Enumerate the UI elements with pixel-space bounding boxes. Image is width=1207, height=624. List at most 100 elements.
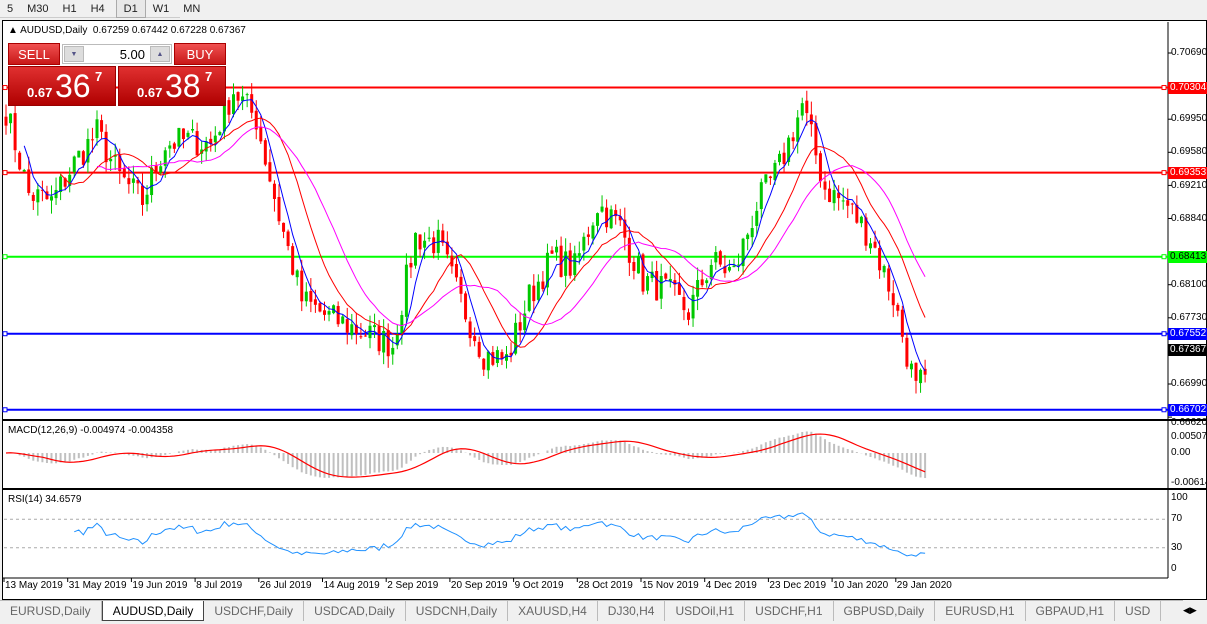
candle-body: [90, 139, 94, 141]
candle-body: [77, 150, 81, 158]
candle-body: [778, 153, 781, 163]
candle-body: [113, 154, 117, 157]
candle-body: [473, 336, 477, 342]
timeframe-d1[interactable]: D1: [115, 0, 146, 18]
buy-button[interactable]: BUY: [174, 43, 226, 65]
candle-body: [18, 152, 22, 170]
candle-body: [691, 294, 695, 319]
candle-body: [36, 189, 40, 203]
timeframe-w1[interactable]: W1: [152, 3, 170, 15]
rsi-label: RSI(14) 34.6579: [8, 494, 82, 505]
lot-decrease-icon[interactable]: ▼: [64, 46, 84, 62]
tab-usdcnh-daily[interactable]: USDCNH,Daily: [406, 601, 509, 621]
candle-body: [104, 131, 108, 163]
candle-body: [586, 234, 590, 237]
candle-body: [259, 127, 263, 142]
candle-body: [404, 264, 408, 317]
candle-body: [95, 119, 99, 139]
date-label: 31 May 2019: [68, 580, 127, 591]
date-label: 10 Jan 2020: [833, 580, 889, 591]
tab-usdchf-h1[interactable]: USDCHF,H1: [745, 601, 834, 621]
timeframe-5[interactable]: 5: [7, 3, 14, 15]
mid-ma-line: [60, 117, 926, 348]
tab-gbpusd-daily[interactable]: GBPUSD,Daily: [834, 601, 936, 621]
candle-body: [623, 219, 627, 238]
tab-audusd-daily[interactable]: AUDUSD,Daily: [101, 601, 205, 621]
candle-body: [272, 183, 276, 199]
scroll-right-icon[interactable]: ▶: [1189, 605, 1197, 615]
tab-usd[interactable]: USD: [1115, 601, 1162, 621]
buy-price-pips: 38: [165, 68, 201, 104]
macd-axis-label: 0.005076: [1171, 430, 1207, 442]
date-label: 29 Jan 2020: [896, 580, 952, 591]
candle-body: [768, 176, 772, 179]
candle-body: [363, 335, 367, 337]
level-price-tag[interactable]: 0.69353: [1168, 166, 1207, 179]
candle-body: [527, 284, 531, 311]
level-price-tag[interactable]: 0.70304: [1168, 81, 1207, 94]
candle-body: [300, 270, 304, 302]
tab-gbpaud-h1[interactable]: GBPAUD,H1: [1026, 601, 1116, 621]
candle-body: [277, 196, 281, 222]
candle-body: [286, 231, 290, 247]
candle-body: [568, 250, 572, 276]
candle-body: [650, 271, 654, 279]
tab-scroll[interactable]: ◀▶: [1183, 600, 1207, 620]
candle-body: [805, 100, 809, 114]
tab-dj30-h4[interactable]: DJ30,H4: [598, 601, 666, 621]
candle-body: [828, 188, 832, 203]
lot-size-input[interactable]: ▼ 5.00 ▲: [62, 44, 172, 64]
level-price-tag[interactable]: 0.66702: [1168, 403, 1207, 416]
candle-body: [304, 291, 308, 302]
level-handle: [2, 170, 8, 176]
lot-value[interactable]: 5.00: [119, 47, 145, 62]
scroll-left-icon[interactable]: ◀: [1183, 605, 1190, 615]
slow-ma-line: [96, 126, 926, 327]
chart-title: ▲ AUDUSD,Daily 0.67259 0.67442 0.67228 0…: [8, 25, 246, 36]
tab-usdcad-daily[interactable]: USDCAD,Daily: [304, 601, 406, 621]
candle-body: [386, 330, 390, 357]
sell-price[interactable]: 0.67 36 7: [8, 66, 116, 106]
candle-body: [204, 141, 208, 152]
candle-body: [746, 234, 750, 240]
candle-body: [227, 100, 231, 115]
timeframe-h4[interactable]: H4: [90, 3, 105, 15]
candle-body: [750, 228, 754, 238]
candle-body: [482, 358, 486, 370]
candle-body: [682, 296, 686, 311]
candle-body: [673, 280, 677, 285]
tab-usdchf-daily[interactable]: USDCHF,Daily: [204, 601, 305, 621]
fast-ma-line: [23, 99, 926, 372]
chart-window[interactable]: [2, 20, 1207, 600]
candle-body: [454, 263, 458, 278]
ohlc-values: 0.67259 0.67442 0.67228 0.67367: [92, 25, 246, 36]
timeframe-mn[interactable]: MN: [183, 3, 201, 15]
level-price-tag[interactable]: 0.68413: [1168, 250, 1207, 263]
date-label: 2 Sep 2019: [387, 580, 439, 591]
candle-body: [859, 216, 863, 224]
sell-button[interactable]: SELL: [8, 43, 60, 65]
candle-body: [841, 200, 845, 202]
timeframe-m30[interactable]: M30: [27, 3, 49, 15]
candle-body: [796, 117, 800, 142]
level-handle: [1161, 254, 1167, 260]
level-handle: [1161, 170, 1167, 176]
buy-price[interactable]: 0.67 38 7: [118, 66, 226, 106]
candle-body: [600, 206, 604, 212]
candle-body: [659, 275, 663, 299]
candle-body: [545, 252, 549, 288]
tab-eurusd-h1[interactable]: EURUSD,H1: [935, 601, 1026, 621]
chart-canvas[interactable]: [0, 0, 1207, 600]
chart-tabs: EURUSD,Daily AUDUSD,Daily USDCHF,Daily USDC…: [0, 600, 1207, 624]
candle-body: [418, 234, 422, 250]
candle-body: [655, 270, 659, 301]
level-price-tag[interactable]: 0.67552: [1168, 327, 1207, 340]
candle-body: [668, 278, 672, 282]
tab-eurusd-daily[interactable]: EURUSD,Daily: [0, 601, 102, 621]
lot-increase-icon[interactable]: ▲: [150, 46, 170, 62]
tab-xauusd-h4[interactable]: XAUUSD,H4: [508, 601, 598, 621]
timeframe-h1[interactable]: H1: [62, 3, 77, 15]
candle-body: [27, 169, 31, 193]
tab-usdoil-h1[interactable]: USDOil,H1: [665, 601, 746, 621]
candle-body: [832, 190, 836, 204]
